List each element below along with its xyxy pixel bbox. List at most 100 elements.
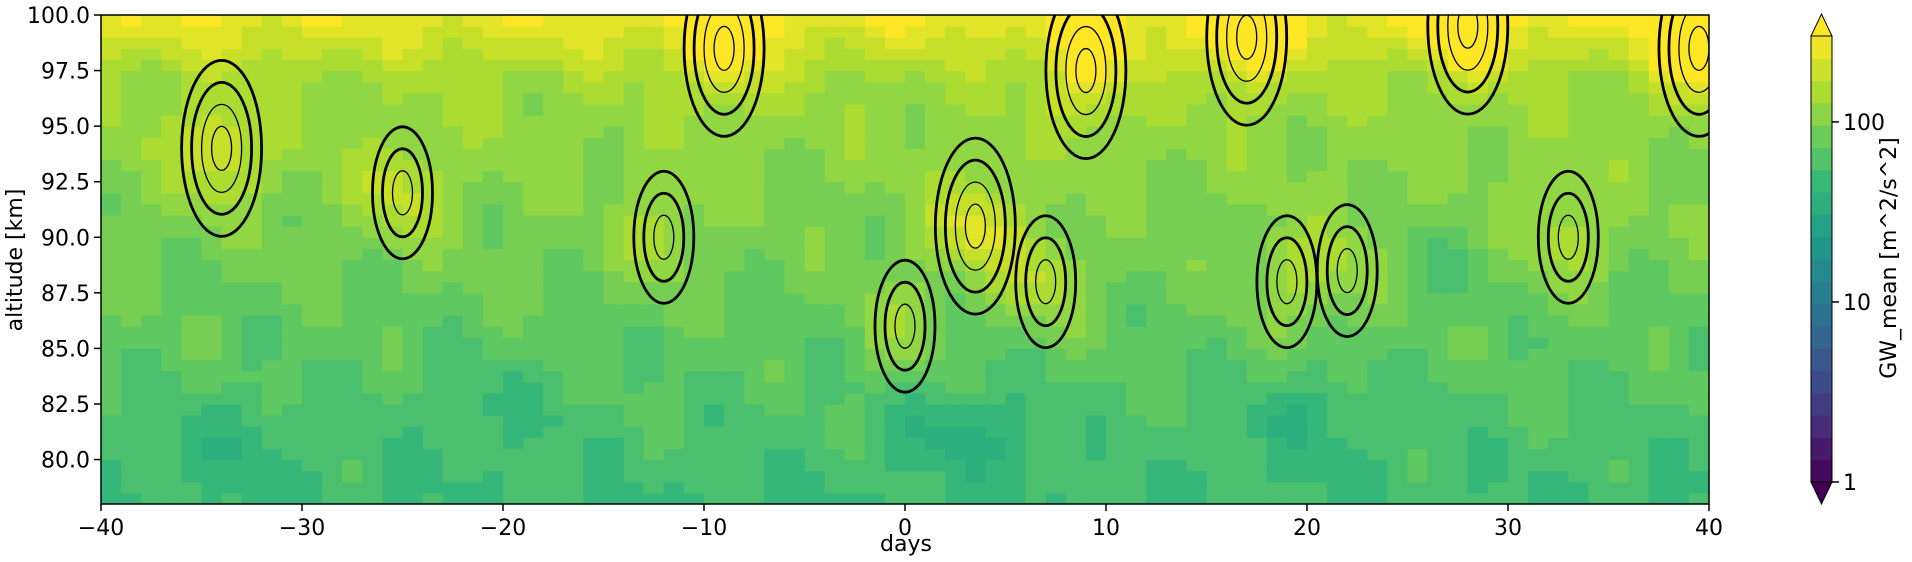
heatmap-cell <box>1427 226 1449 238</box>
heatmap-cell <box>985 426 1007 438</box>
heatmap-cell <box>905 215 926 227</box>
heatmap-cell <box>1467 281 1489 294</box>
heatmap-cell <box>1387 303 1409 316</box>
heatmap-cell <box>724 326 745 338</box>
heatmap-cell <box>382 348 404 361</box>
heatmap-cell <box>503 15 524 27</box>
heatmap-cell <box>1226 481 1248 494</box>
heatmap-cell <box>784 248 806 261</box>
heatmap-cell <box>744 426 765 438</box>
heatmap-cell <box>1528 292 1549 305</box>
heatmap-cell <box>985 48 1007 61</box>
heatmap-cell <box>1186 459 1208 472</box>
heatmap-cell <box>1106 326 1127 338</box>
heatmap-cell <box>201 270 223 283</box>
heatmap-cell <box>925 270 946 283</box>
heatmap-cell <box>945 459 966 472</box>
heatmap-cell <box>965 370 986 383</box>
heatmap-cell <box>221 492 243 504</box>
heatmap-cell <box>1025 103 1047 116</box>
heatmap-cell <box>1568 15 1589 27</box>
heatmap-cell <box>1508 192 1529 205</box>
heatmap-cell <box>985 370 1007 383</box>
heatmap-cell <box>1367 115 1388 127</box>
heatmap-cell <box>1266 170 1288 183</box>
heatmap-cell <box>1367 81 1388 94</box>
heatmap-cell <box>1568 103 1589 116</box>
heatmap-cell <box>503 203 524 216</box>
heatmap-cell <box>1487 326 1509 338</box>
heatmap-cell <box>543 337 564 350</box>
heatmap-cell <box>201 281 223 294</box>
heatmap-cell <box>241 15 263 27</box>
heatmap-cell <box>824 281 846 294</box>
heatmap-cell <box>1347 403 1368 416</box>
heatmap-cell <box>985 203 1007 216</box>
heatmap-cell <box>784 292 806 305</box>
heatmap-cell <box>1608 281 1630 294</box>
heatmap-cell <box>362 59 383 72</box>
heatmap-cell <box>1427 126 1449 138</box>
heatmap-cell <box>1146 115 1167 127</box>
heatmap-cell <box>462 303 484 316</box>
heatmap-cell <box>543 259 564 272</box>
heatmap-cell <box>523 370 544 383</box>
heatmap-cell <box>1146 448 1167 461</box>
heatmap-cell <box>1226 103 1248 116</box>
heatmap-cell <box>724 492 745 504</box>
heatmap-cell <box>302 448 323 461</box>
heatmap-cell <box>1467 192 1489 205</box>
heatmap-cell <box>1327 26 1348 38</box>
heatmap-cell <box>945 337 966 350</box>
heatmap-cell <box>965 103 986 116</box>
contour-line <box>1226 15 1268 82</box>
heatmap-cell <box>884 237 906 249</box>
heatmap-cell <box>462 370 484 383</box>
heatmap-cell <box>1085 403 1107 416</box>
heatmap-cell <box>643 415 665 427</box>
heatmap-cell <box>804 126 826 138</box>
heatmap-cell <box>1387 26 1409 38</box>
heatmap-cell <box>1688 137 1709 149</box>
heatmap-cell <box>965 148 986 161</box>
heatmap-cell <box>1085 337 1107 350</box>
heatmap-cell <box>1528 392 1549 405</box>
heatmap-cell <box>824 403 846 416</box>
heatmap-cell <box>121 48 142 61</box>
heatmap-cell <box>1688 281 1709 294</box>
heatmap-cell <box>342 148 363 161</box>
heatmap-cell <box>1528 348 1549 361</box>
heatmap-cell <box>402 481 424 494</box>
heatmap-cell <box>1628 259 1650 272</box>
heatmap-cell <box>1467 392 1489 405</box>
heatmap-cell <box>1065 403 1087 416</box>
heatmap-cell <box>1045 437 1067 450</box>
heatmap-cell <box>1508 92 1529 105</box>
heatmap-cell <box>1126 481 1147 494</box>
heatmap-cell <box>1688 437 1709 450</box>
heatmap-cell <box>543 70 564 83</box>
heatmap-cell <box>925 26 946 38</box>
heatmap-cell <box>1307 392 1328 405</box>
heatmap-cell <box>1467 170 1489 183</box>
heatmap-cell <box>623 259 645 272</box>
heatmap-cell <box>643 26 665 38</box>
heatmap-cell <box>462 337 484 350</box>
heatmap-cell <box>322 192 343 205</box>
heatmap-cell <box>784 215 806 227</box>
colorbar-tick-label: 10 <box>1843 291 1871 316</box>
heatmap-cell <box>523 437 544 450</box>
heatmap-cell <box>422 59 444 72</box>
heatmap-cell <box>744 415 765 427</box>
heatmap-cell <box>884 26 906 38</box>
heatmap-cell <box>181 237 203 249</box>
heatmap-cell <box>1387 148 1409 161</box>
heatmap-cell <box>804 48 826 61</box>
heatmap-cell <box>1085 370 1107 383</box>
heatmap-cell <box>141 459 162 472</box>
heatmap-cell <box>342 337 363 350</box>
heatmap-cell <box>1327 103 1348 116</box>
heatmap-cell <box>824 259 846 272</box>
heatmap-cell <box>1045 470 1067 483</box>
heatmap-cell <box>1608 481 1630 494</box>
